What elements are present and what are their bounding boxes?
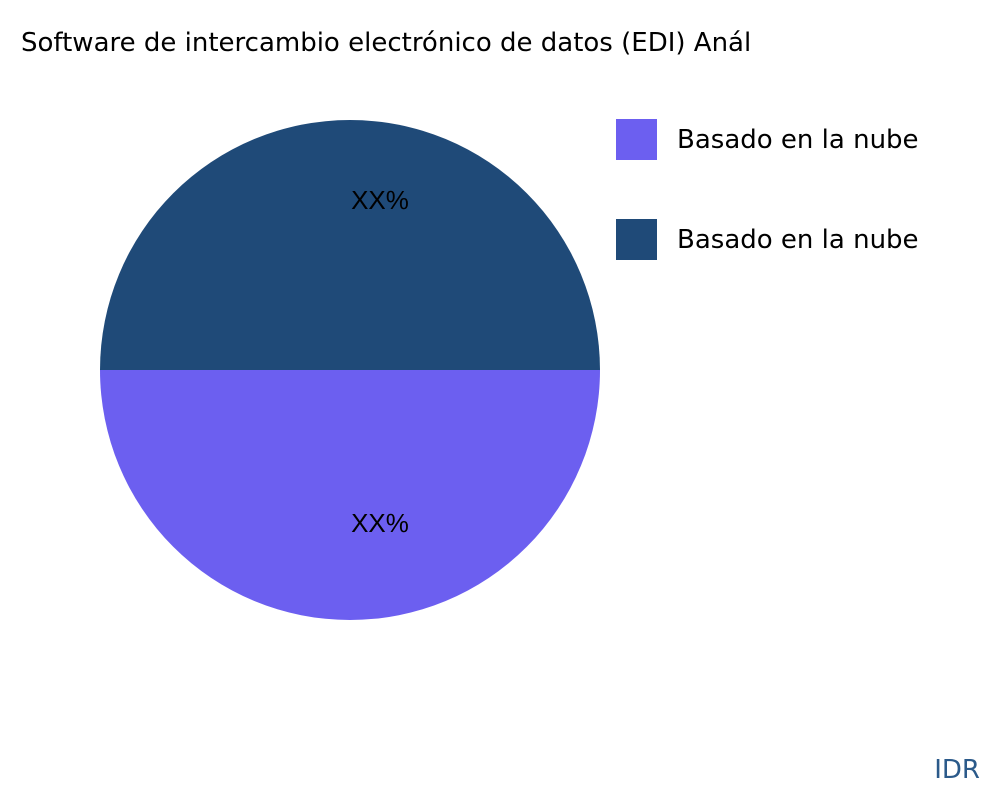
- legend-label-0: Basado en la nube: [677, 124, 919, 155]
- legend-item-1[interactable]: Basado en la nube: [616, 219, 919, 260]
- legend-swatch-1: [616, 219, 657, 260]
- pie-slice-1[interactable]: [100, 120, 600, 370]
- pie-label-0: XX%: [351, 508, 409, 538]
- legend-item-0[interactable]: Basado en la nube: [616, 119, 919, 160]
- legend-label-1: Basado en la nube: [677, 224, 919, 255]
- pie-label-1: XX%: [351, 185, 409, 215]
- brand-logo-text: IDR: [934, 755, 980, 785]
- pie-slice-0[interactable]: [100, 370, 600, 620]
- chart-title: Software de intercambio electrónico de d…: [21, 28, 752, 58]
- legend-swatch-0: [616, 119, 657, 160]
